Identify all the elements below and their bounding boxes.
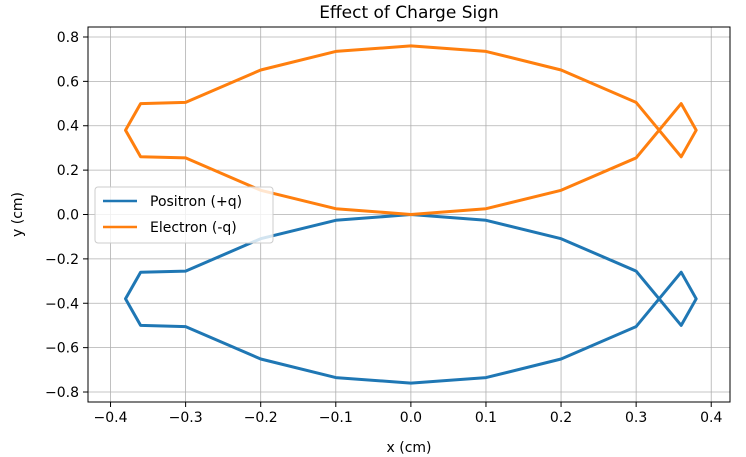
y-tick-label: 0.8 [57,30,79,46]
legend-label-2: Electron (-q) [150,220,237,236]
y-tick-label: −0.6 [45,341,79,357]
x-tick-label: −0.2 [244,410,278,426]
y-tick-label: 0.2 [57,163,79,179]
series-line-2 [124,44,698,216]
y-tick-label: 0.4 [57,119,79,135]
x-tick-label: 0.4 [700,410,722,426]
legend-box [94,186,274,244]
y-axis-label: y (cm) [10,192,26,237]
series-line-1 [124,213,698,385]
x-tick-label: 0.2 [550,410,572,426]
y-tick-label: −0.2 [45,252,79,268]
legend: Positron (+q) Electron (-q) [94,186,274,244]
x-tick-label: 0.3 [625,410,647,426]
x-tick-label: 0.1 [475,410,497,426]
x-axis-label: x (cm) [387,440,432,456]
x-tick-label: −0.3 [169,410,203,426]
y-tick-label: −0.4 [45,296,79,312]
y-tick-label: 0.6 [57,74,79,90]
x-tick-label: 0.0 [400,410,422,426]
series-layer [124,44,698,385]
x-tick-label: −0.1 [319,410,353,426]
y-tick-label: −0.8 [45,385,79,401]
legend-label-1: Positron (+q) [150,194,242,210]
ticks: −0.4 −0.3 −0.2 −0.1 0.0 0.1 0.2 0.3 0.4 −0.8 −0.6 −… [45,30,722,426]
x-tick-label: −0.4 [94,410,128,426]
chart-title: Effect of Charge Sign [319,3,499,23]
y-tick-label: 0.0 [57,208,79,224]
